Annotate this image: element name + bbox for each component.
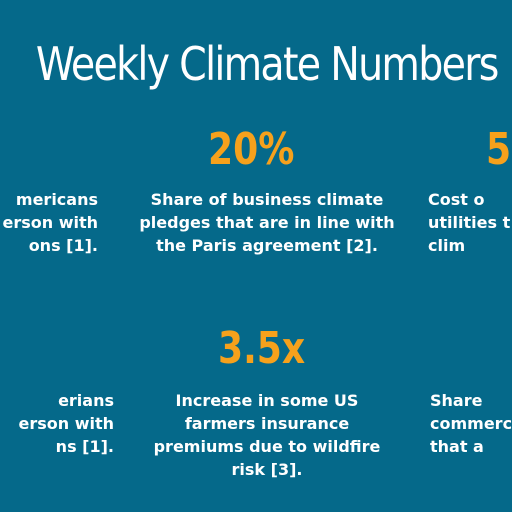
stat-description-bottom-left: erians erson with ns [1].	[18, 391, 114, 456]
page-title: Weekly Climate Numbers	[35, 37, 500, 91]
stat-description-top-left: mericans erson with ons [1].	[2, 190, 98, 255]
stat-description-top-right: Cost o utilities t clim	[428, 190, 511, 255]
stat-description-top-center: Share of business climate pledges that a…	[139, 190, 395, 255]
stat-description-bottom-right: Share commerc that a	[430, 391, 512, 456]
stat-description-bottom-center: Increase in some US farmers insurance pr…	[153, 391, 381, 479]
stat-value-top-center: 20%	[208, 124, 295, 175]
stat-value-bottom-center: 3.5x	[218, 323, 306, 374]
stat-value-top-right: 5	[486, 124, 512, 175]
